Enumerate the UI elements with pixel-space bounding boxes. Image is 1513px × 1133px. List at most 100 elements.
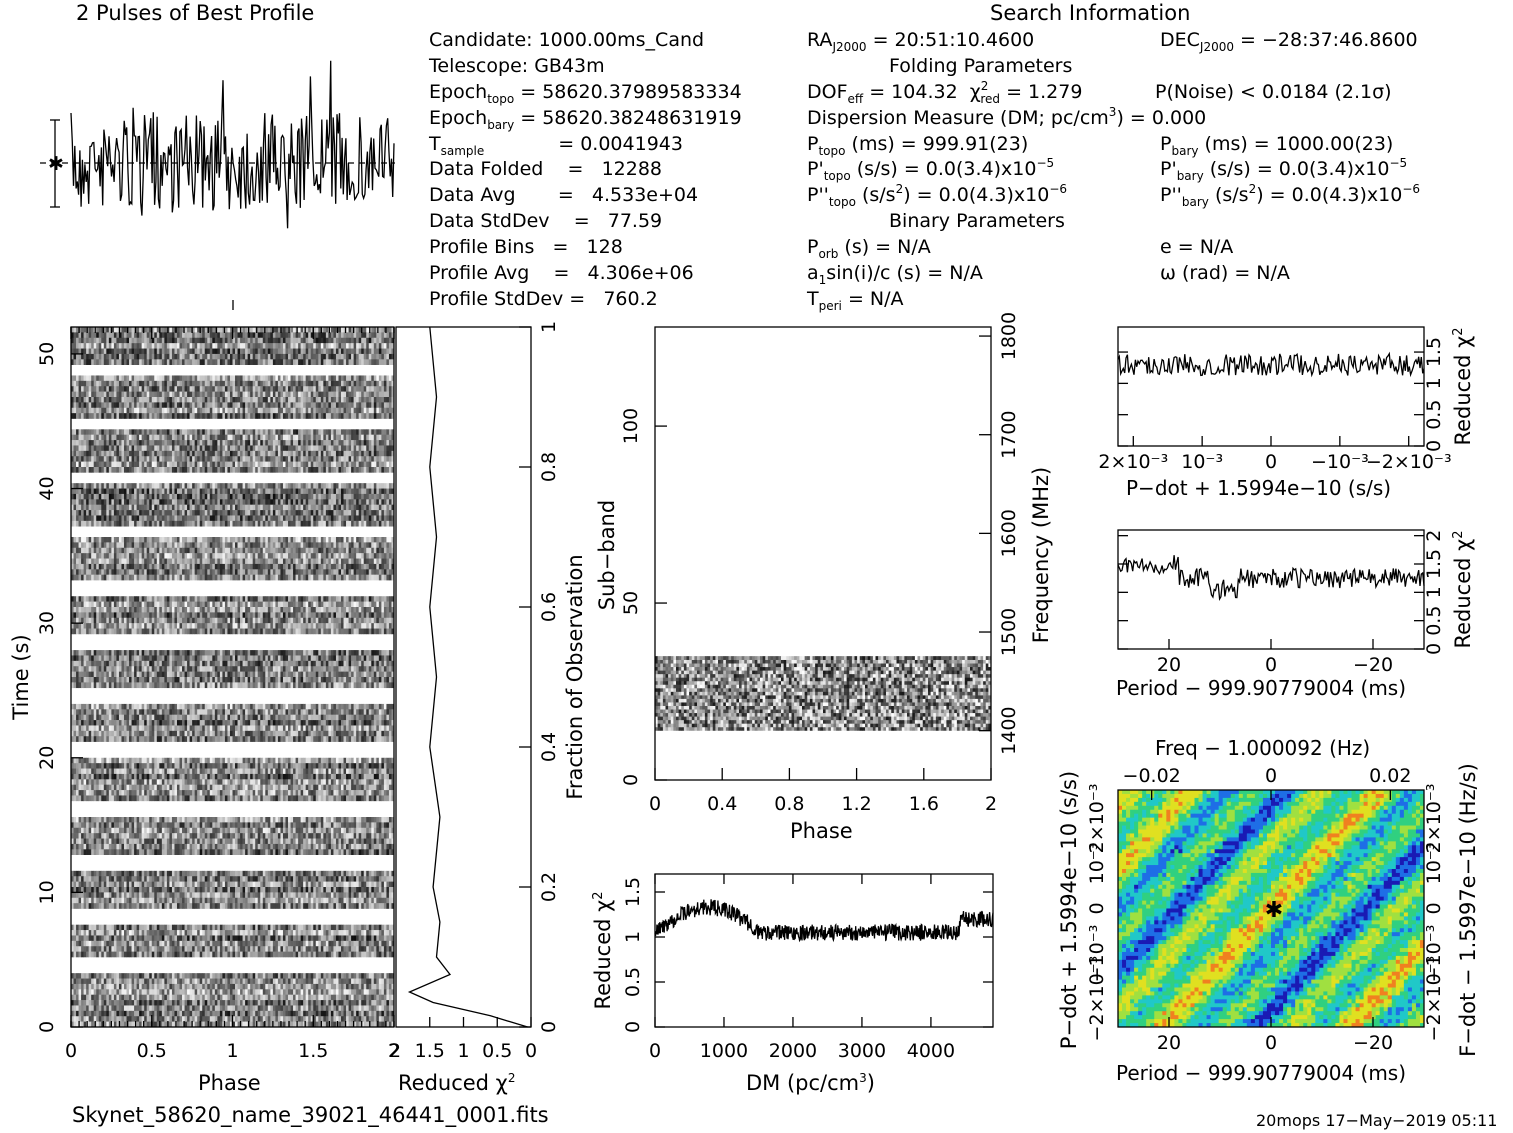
heatmap-cell	[81, 493, 84, 500]
heatmap-cell	[194, 461, 198, 468]
heatmap-cell	[131, 402, 135, 409]
heatmap-cell	[126, 429, 130, 435]
heatmap-cell	[103, 434, 107, 441]
heatmap-cell	[199, 456, 203, 462]
heatmap-cell	[351, 391, 354, 398]
heatmap-cell	[123, 493, 127, 500]
heatmap-cell	[245, 515, 248, 522]
heatmap-cell	[116, 515, 120, 522]
heatmap-cell	[209, 397, 213, 403]
heatmap-cell	[325, 483, 329, 489]
heatmap-cell	[111, 343, 115, 349]
heatmap-cell	[96, 327, 100, 333]
heatmap-cell	[257, 542, 261, 549]
heatmap-cell	[118, 461, 122, 468]
heatmap-cell	[98, 332, 102, 339]
heatmap-cell	[179, 440, 183, 446]
heatmap-cell	[192, 542, 195, 549]
heatmap-cell	[341, 547, 344, 554]
heatmap-cell	[235, 547, 238, 554]
heatmap-cell	[96, 493, 100, 500]
heatmap-cell	[267, 348, 271, 355]
heatmap-cell	[282, 353, 286, 360]
heatmap-cell	[328, 434, 332, 441]
heatmap-cell	[318, 537, 322, 543]
heatmap-cell	[320, 380, 324, 387]
heatmap-cell	[73, 359, 77, 365]
heatmap-cell	[378, 407, 382, 414]
heatmap-cell	[96, 386, 100, 392]
heatmap-cell	[366, 504, 370, 511]
heatmap-cell	[187, 574, 190, 581]
heatmap-cell	[222, 397, 226, 403]
heatmap-cell	[131, 380, 135, 387]
heatmap-cell	[335, 515, 339, 522]
heatmap-cell	[229, 343, 233, 349]
heatmap-cell	[288, 375, 291, 382]
heatmap-cell	[159, 380, 163, 387]
heatmap-cell	[113, 515, 117, 522]
heatmap-cell	[245, 542, 248, 549]
heatmap-cell	[383, 450, 387, 457]
heatmap-cell	[330, 353, 334, 360]
heatmap-cell	[189, 343, 193, 349]
period-axis-label: Period − 999.90779004 (ms)	[1116, 677, 1406, 699]
heatmap-cell	[343, 429, 347, 435]
heatmap-cell	[103, 348, 107, 355]
heatmap-cell	[376, 553, 380, 559]
heatmap-cell	[247, 553, 251, 559]
heatmap-cell	[76, 537, 79, 543]
heatmap-cell	[285, 380, 289, 387]
heatmap-cell	[207, 402, 211, 409]
heatmap-cell	[101, 434, 105, 441]
heatmap-cell	[106, 461, 110, 468]
heatmap-cell	[235, 493, 238, 500]
heatmap-cell	[363, 520, 367, 527]
heatmap-cell	[303, 375, 306, 382]
heatmap-cell	[378, 483, 382, 489]
heatmap-cell	[275, 353, 279, 360]
heatmap-cell	[136, 493, 140, 500]
heatmap-cell	[204, 413, 208, 419]
heatmap-cell	[232, 391, 236, 398]
heatmap-cell	[285, 456, 289, 462]
heatmap-cell	[202, 397, 206, 403]
heatmap-cell	[313, 429, 317, 435]
heatmap-cell	[182, 402, 185, 409]
heatmap-cell	[391, 483, 395, 489]
heatmap-cell	[81, 332, 84, 339]
heatmap-cell	[235, 348, 238, 355]
heatmap-cell	[293, 456, 296, 462]
heatmap-cell	[126, 488, 130, 495]
heatmap-cell	[144, 337, 147, 344]
heatmap-cell	[113, 353, 117, 360]
heatmap-cell	[313, 542, 317, 549]
heatmap-cell	[320, 337, 324, 344]
heatmap-cell	[272, 461, 276, 468]
heatmap-cell	[81, 359, 84, 365]
heatmap-cell	[257, 520, 261, 527]
heatmap-cell	[295, 547, 299, 554]
heatmap-cell	[305, 450, 309, 457]
heatmap-cell	[333, 537, 337, 543]
heatmap-cell	[250, 386, 253, 392]
heatmap-cell	[134, 343, 137, 349]
heatmap-cell	[335, 429, 339, 435]
heatmap-cell	[277, 499, 281, 505]
heatmap-cell	[323, 332, 327, 339]
heatmap-cell	[174, 429, 178, 435]
heatmap-cell	[280, 353, 284, 360]
heatmap-cell	[335, 563, 339, 570]
heatmap-cell	[353, 493, 357, 500]
heatmap-cell	[126, 563, 130, 570]
heatmap-cell	[260, 563, 264, 570]
heatmap-cell	[376, 563, 380, 570]
heatmap-cell	[88, 563, 92, 570]
heatmap-cell	[179, 547, 183, 554]
heatmap-cell	[313, 397, 317, 403]
heatmap-cell	[240, 375, 243, 382]
heatmap-cell	[176, 499, 180, 505]
heatmap-cell	[131, 542, 135, 549]
heatmap-cell	[373, 445, 377, 452]
heatmap-cell	[212, 327, 216, 333]
